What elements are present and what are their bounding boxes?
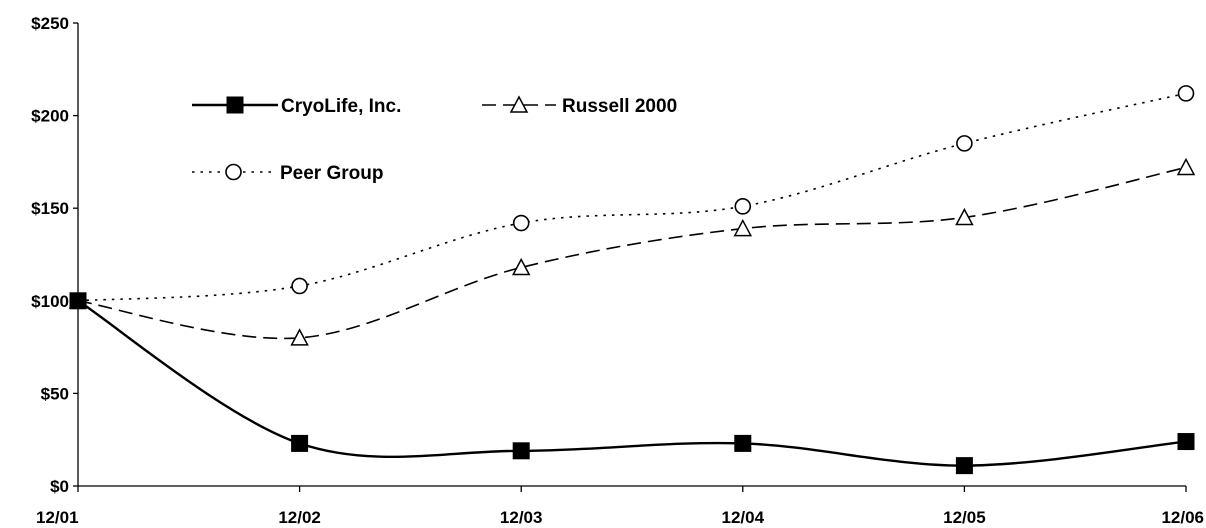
series-cryolife-inc [69,292,1195,475]
x-tick-label: 12/02 [278,508,321,527]
data-point [956,135,973,152]
data-point [1177,85,1195,102]
x-tick-label: 12/06 [1161,508,1204,527]
legend-item: Russell 2000 [482,95,677,117]
x-tick-label: 12/04 [722,508,765,527]
data-point [512,442,530,460]
series-line [77,166,1187,340]
series-peer-group [69,85,1195,310]
legend-label: Peer Group [280,163,383,184]
legend-marker [226,96,244,114]
legend-marker [225,163,242,181]
y-tick-label: $150 [31,199,69,218]
data-point [511,257,531,276]
series-line [77,299,1187,467]
legend-item: CryoLife, Inc. [192,96,401,117]
y-tick-label: $250 [31,14,69,33]
data-point [290,328,309,346]
x-tick-label: 12/03 [500,508,543,527]
data-point [291,277,308,295]
legend-item: Peer Group [192,163,383,184]
legend-label: Russell 2000 [562,96,677,117]
legend: CryoLife, Inc. Russell 2000 Peer Group [192,95,677,184]
data-point [734,434,752,452]
series-layer [68,85,1196,475]
y-tick-label: $0 [50,477,69,496]
x-tick-label: 12/05 [943,508,986,527]
y-axis-ticks: $0 $50 $100 $150 $200 $250 [31,14,78,496]
x-tick-label: 12/01 [36,508,79,527]
data-point [955,207,974,226]
y-tick-label: $50 [41,384,69,403]
data-point [69,292,87,310]
x-axis-ticks: 12/01 12/02 12/03 12/04 12/05 12/06 [36,486,1204,527]
data-point [512,214,530,232]
data-point [955,457,973,475]
y-tick-label: $100 [31,292,69,311]
data-point [1177,433,1195,451]
data-point [733,218,753,237]
series-russell-2000 [68,157,1196,346]
legend-label: CryoLife, Inc. [281,96,401,117]
y-tick-label: $200 [31,107,69,126]
data-point [1176,157,1196,176]
series-line [77,92,1187,302]
data-point [734,198,752,215]
data-point [291,434,309,452]
legend-marker [509,95,529,113]
